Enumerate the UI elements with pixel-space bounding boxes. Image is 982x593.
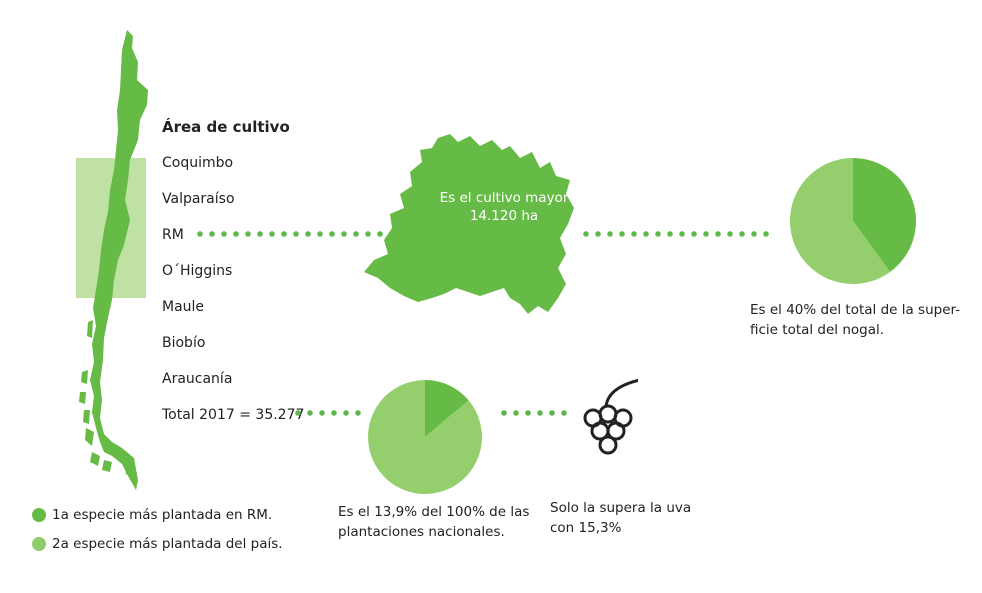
legend-dot-dark <box>32 508 46 522</box>
connector-map-to-pie <box>580 231 772 237</box>
legend-dot-light <box>32 537 46 551</box>
pie-national-caption: Es el 13,9% del 100% de las plantaciones… <box>338 502 548 542</box>
pie-slice-1 <box>368 380 482 494</box>
total-label: Total 2017 = 35.277 <box>162 407 305 423</box>
pie-rm-caption: Es el 40% del total de la super- ficie t… <box>750 300 970 340</box>
region-label-maule: Maule <box>162 299 205 315</box>
region-label-ohiggins: O´Higgins <box>162 263 233 279</box>
chile-mainland <box>90 30 148 490</box>
chile-islands <box>79 320 134 478</box>
pie-national-share <box>368 380 482 494</box>
map-title: Área de cultivo <box>162 118 290 136</box>
region-label-rm: RM <box>162 227 184 243</box>
pie-slice-0 <box>853 158 916 272</box>
pie-rm-caption-line2: ficie total del nogal. <box>750 322 885 338</box>
region-label-araucania: Araucanía <box>162 371 233 387</box>
pie-slice-0 <box>425 380 469 437</box>
pie-rm-caption-line1: Es el 40% del total de la super- <box>750 302 961 318</box>
legend-item-national: 2a especie más plantada del país. <box>32 536 283 552</box>
region-label-valparaiso: Valparaíso <box>162 191 235 207</box>
pie-national-caption-line1: Es el 13,9% del 100% de las <box>338 504 530 520</box>
connector-rm-to-map <box>194 231 398 237</box>
legend-label-rm: 1a especie más plantada en RM. <box>52 507 273 523</box>
grape-note-line1: Solo la supera la uva <box>550 500 692 516</box>
pie-rm-share <box>790 158 916 284</box>
region-label-biobio: Biobío <box>162 335 206 351</box>
connector-total-to-pie <box>292 410 364 416</box>
grapes-icon <box>583 378 638 455</box>
rm-region-map <box>364 134 574 314</box>
grape-note-line2: con 15,3% <box>550 520 622 536</box>
pie-slice-1 <box>790 158 891 284</box>
pie-national-caption-line2: plantaciones nacionales. <box>338 524 505 540</box>
rm-callout: Es el cultivo mayor 14.120 ha <box>404 189 604 225</box>
connector-pie-to-grapes <box>498 410 570 416</box>
legend-label-national: 2a especie más plantada del país. <box>52 536 283 552</box>
region-label-coquimbo: Coquimbo <box>162 155 234 171</box>
rm-callout-line1: Es el cultivo mayor <box>439 190 569 206</box>
rm-callout-line2: 14.120 ha <box>469 208 539 224</box>
grape-note: Solo la supera la uva con 15,3% <box>550 498 740 538</box>
chile-map <box>76 30 148 490</box>
legend-item-rm: 1a especie más plantada en RM. <box>32 507 272 523</box>
